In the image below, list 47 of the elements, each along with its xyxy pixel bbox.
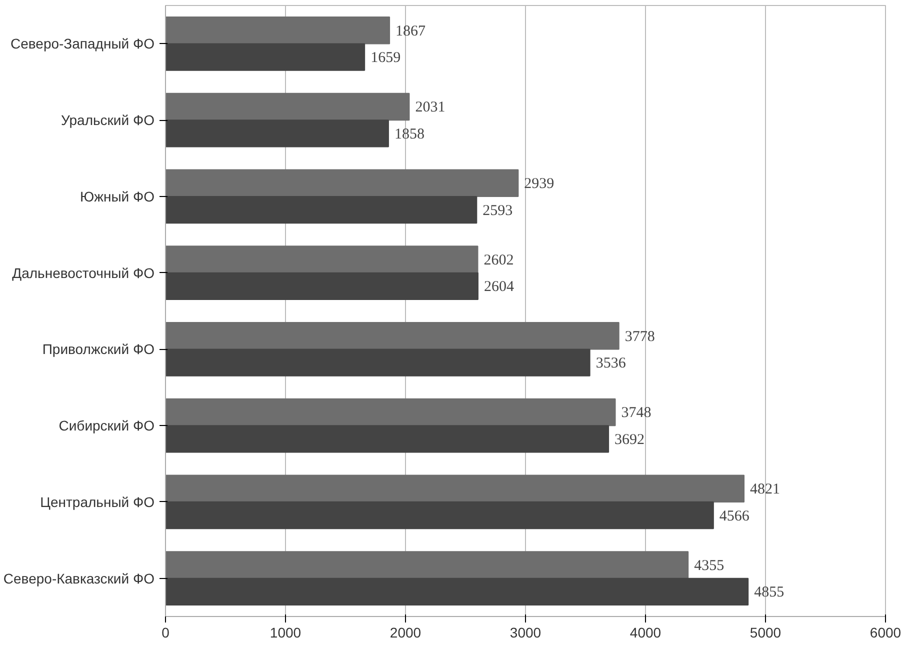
bar [166,272,478,300]
y-tick-label: Дальневосточный ФО [12,264,155,281]
data-label: 3692 [614,432,645,448]
bar [166,474,745,502]
y-tick-label: Северо-Западный ФО [10,36,155,52]
data-label: 4355 [694,558,724,574]
data-label: 3536 [596,356,626,372]
y-tick-label: Северо-Кавказский ФО [3,570,155,586]
bar [166,169,519,197]
bar [166,425,610,453]
x-tick-label: 2000 [390,624,422,640]
x-tick-label: 6000 [870,624,902,640]
bar [166,16,390,44]
data-label: 4566 [719,508,750,524]
bar [166,501,714,530]
data-label: 1858 [394,126,424,142]
data-label: 2604 [484,279,514,296]
x-tick-label: 5000 [750,624,782,640]
data-label: 1867 [396,23,426,40]
bar [166,322,620,350]
data-label: 2031 [415,100,446,116]
x-tick-label: 1000 [270,624,302,640]
bar [166,43,366,71]
bar [166,196,478,224]
x-tick-label: 3000 [510,624,542,640]
bar [166,398,616,426]
y-tick-label: Уральский ФО [61,112,155,128]
bar [166,578,749,606]
bar [166,246,478,274]
data-label: 2602 [484,252,514,268]
x-tick-label: 4000 [630,624,662,640]
data-label: 2593 [482,202,513,219]
y-tick-label: Сибирский ФО [58,418,155,434]
bar [166,551,689,579]
y-tick-label: Приволжский ФО [42,341,155,358]
data-label: 3778 [624,328,655,345]
y-tick-label: Южный ФО [80,188,155,204]
bar [166,348,590,376]
data-label: 4855 [754,584,784,601]
data-label: 4821 [750,482,780,498]
x-tick-label: 0 [162,624,170,640]
data-label: 3748 [621,405,652,422]
bar [166,120,389,148]
data-label: 1659 [370,50,401,66]
data-label: 2939 [524,176,554,192]
y-tick-label: Центральный ФО [40,494,155,510]
bar [166,92,410,121]
